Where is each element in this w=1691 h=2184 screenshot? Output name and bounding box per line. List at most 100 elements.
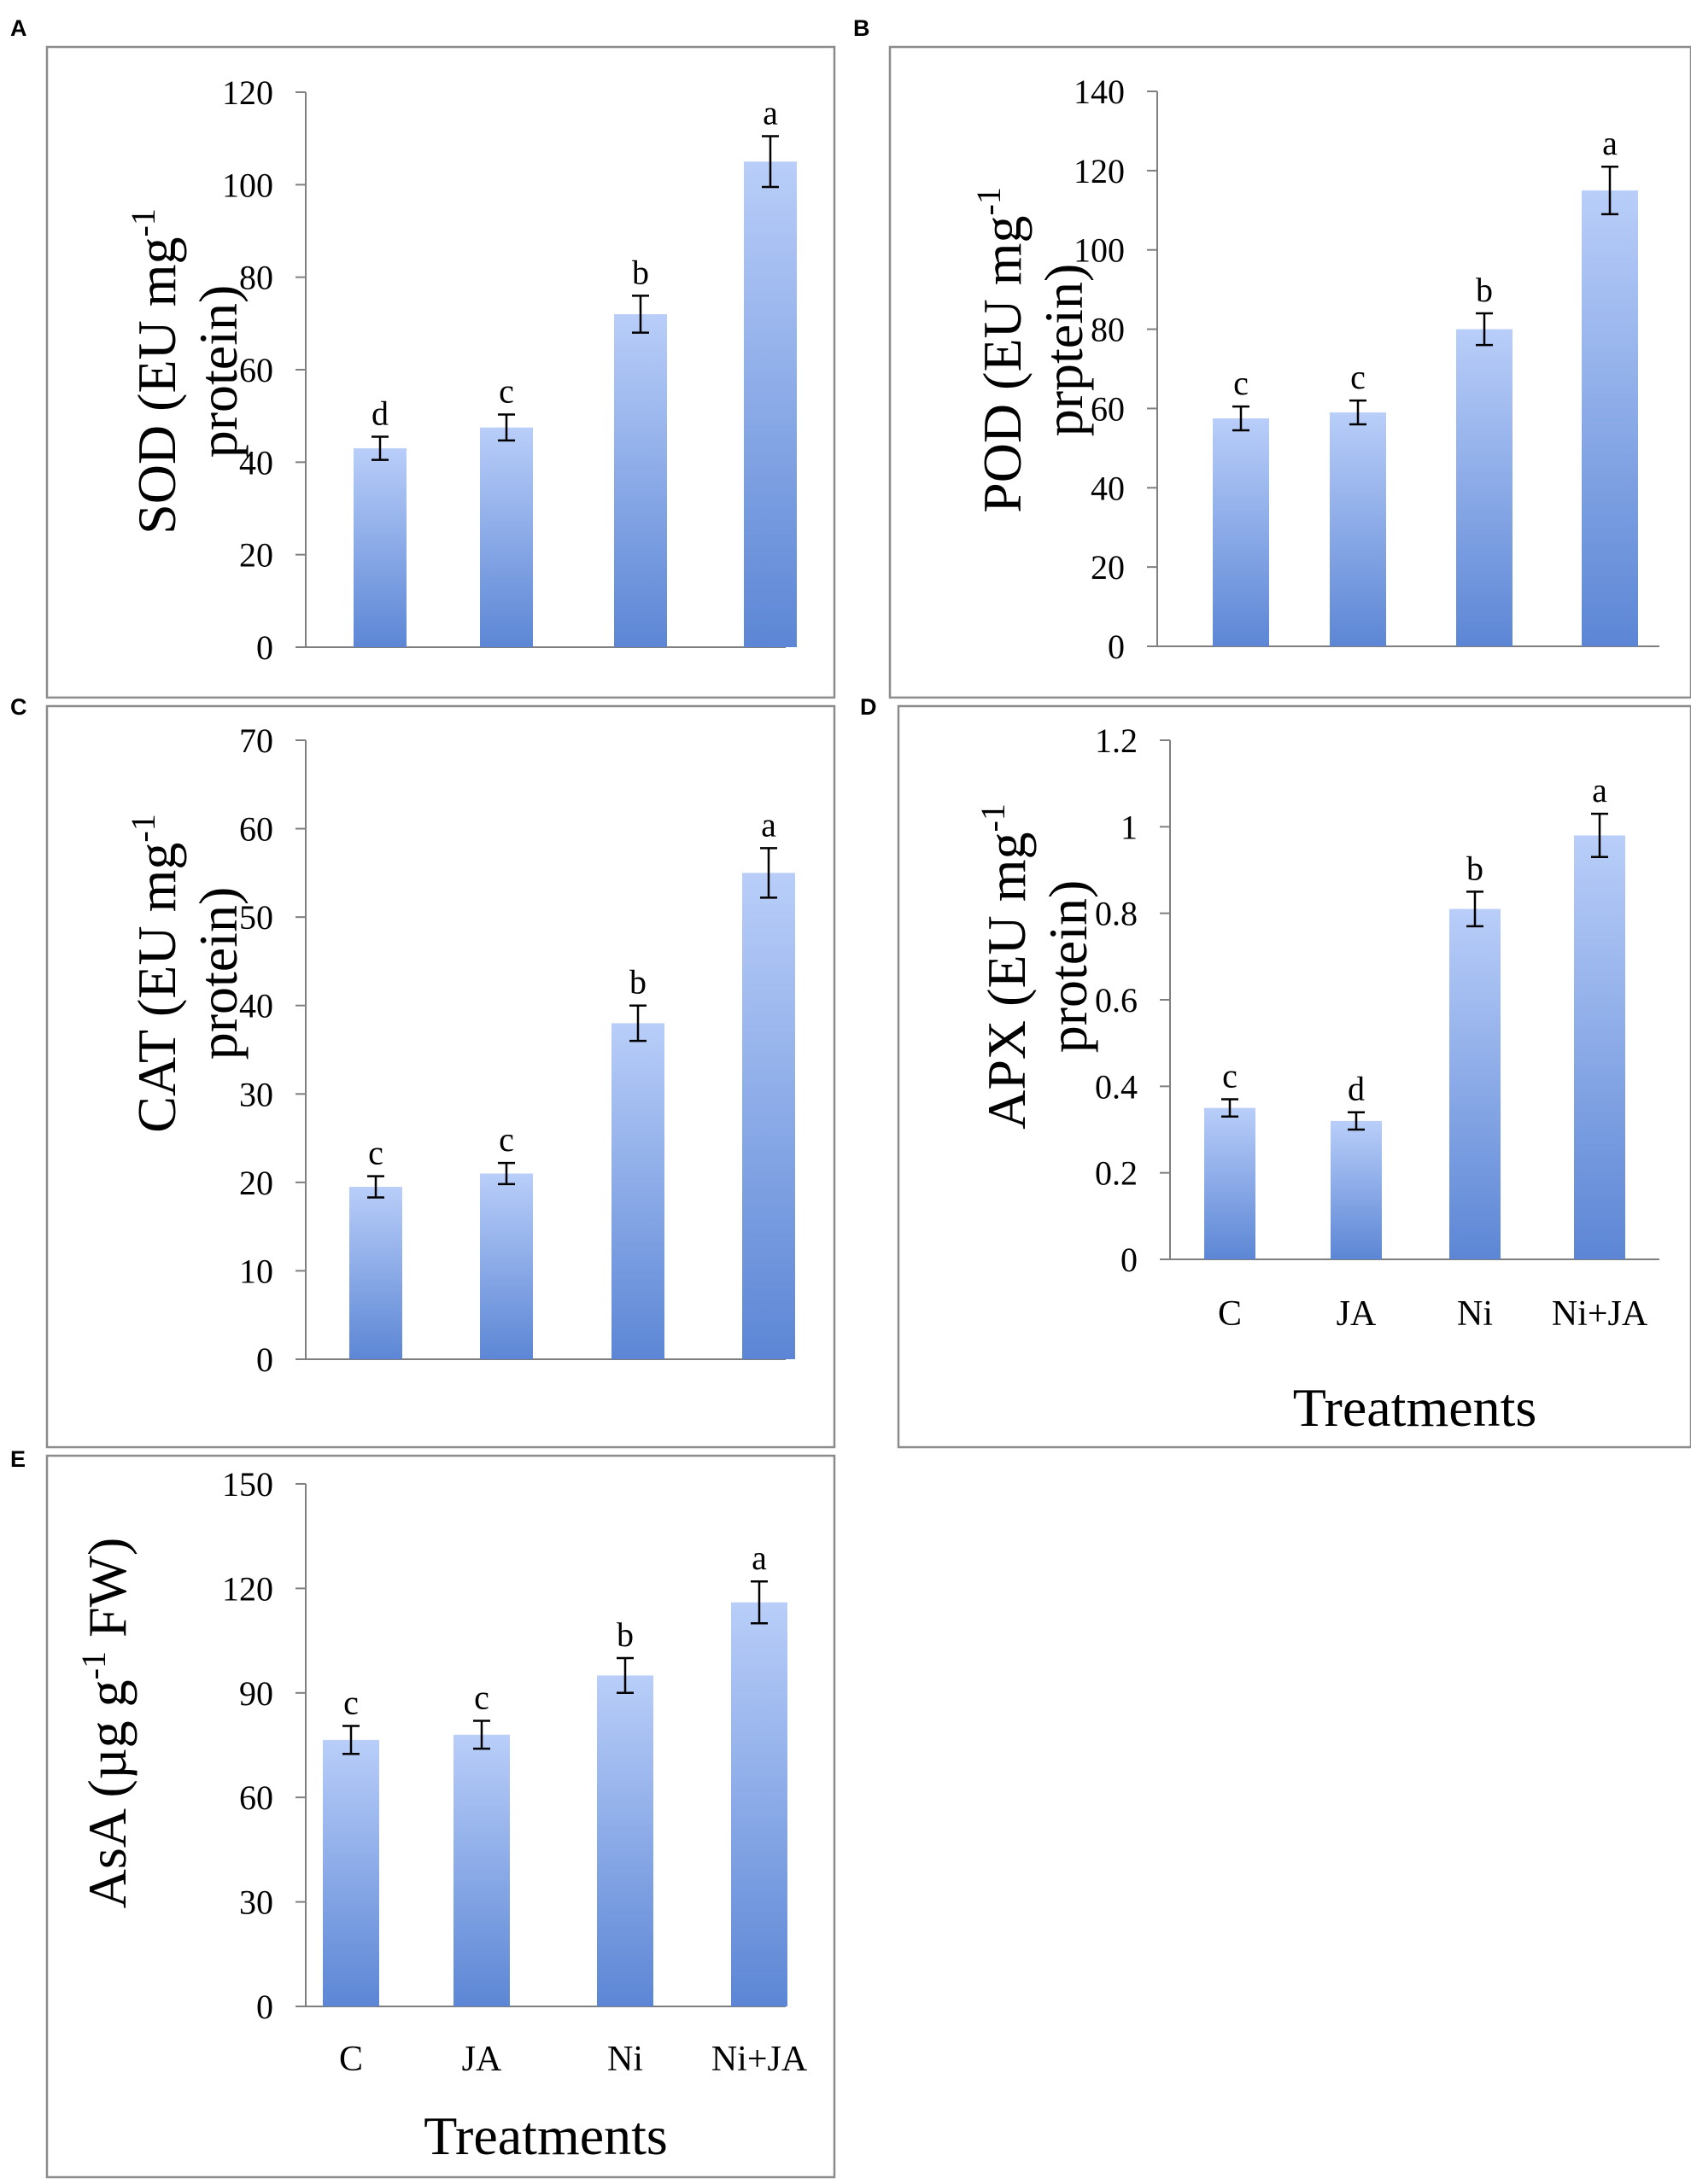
- panel-letter: E: [10, 1446, 26, 1472]
- x-tick-label: Ni: [1457, 1294, 1493, 1334]
- y-tick-label: 100: [222, 166, 273, 204]
- panel-b: B 0 20 40 60 80 100 120 140 POD (EU mg-1 prptein) c…: [853, 15, 1691, 699]
- bar-ni: [1456, 329, 1513, 646]
- significance-letter: b: [632, 253, 649, 291]
- panel-a: A 0 20 40 60 80 100 120 SOD (EU mg-1 protein) d c b a: [10, 15, 836, 699]
- y-tick-label: 140: [1074, 73, 1125, 111]
- bar-ni-ja: [1574, 835, 1625, 1259]
- x-axis-title: Treatments: [424, 2105, 668, 2166]
- significance-letter: c: [474, 1678, 489, 1716]
- significance-letter: c: [1222, 1057, 1238, 1095]
- significance-letter: c: [368, 1134, 383, 1172]
- y-axis-title-superscript: -1: [969, 187, 1008, 215]
- y-axis-title-line1: CAT (EU mg: [126, 843, 187, 1133]
- panel-frame: [45, 1454, 836, 2179]
- y-axis-title-line1: APX (EU mg: [976, 832, 1037, 1129]
- bar-ni-ja: [744, 161, 797, 647]
- bar-ni-ja: [1582, 190, 1638, 647]
- y-tick-label: 30: [239, 1075, 273, 1113]
- y-tick-label: 120: [222, 1569, 273, 1608]
- panel-d: D 0 0.2 0.4 0.6 0.8 1 1.2 APX (EU mg-1 protein) c C…: [860, 694, 1691, 1449]
- y-tick-label: 0.2: [1095, 1154, 1138, 1193]
- y-tick-label: 70: [239, 721, 273, 760]
- bar-ni: [614, 314, 667, 647]
- y-tick-label: 80: [1091, 311, 1125, 349]
- significance-letter: a: [761, 805, 776, 844]
- panel-letter: D: [860, 694, 877, 720]
- significance-letter: a: [763, 93, 778, 131]
- bar-ni-ja: [742, 873, 795, 1359]
- panel-letter: C: [10, 694, 27, 720]
- y-axis-title-line1: AsA (µg g: [77, 1679, 138, 1908]
- y-tick-label: 0: [256, 1988, 273, 2026]
- y-axis-title: CAT (EU mg-1 protein): [124, 814, 249, 1132]
- significance-letter: b: [1476, 271, 1493, 309]
- significance-letter: b: [1466, 849, 1483, 887]
- y-tick-label: 40: [239, 987, 273, 1025]
- significance-letter: a: [752, 1539, 767, 1577]
- y-tick-label: 1.2: [1095, 721, 1138, 760]
- y-tick-label: 10: [239, 1252, 273, 1290]
- bar-c: [1213, 418, 1269, 646]
- y-tick-label: 60: [1091, 389, 1125, 428]
- significance-letter: c: [499, 372, 514, 411]
- y-tick-label: 90: [239, 1674, 273, 1713]
- y-axis-title: SOD (EU mg-1 protein): [124, 208, 249, 534]
- significance-letter: c: [499, 1120, 514, 1159]
- y-tick-label: 0: [1108, 628, 1125, 666]
- bar-ni: [1449, 908, 1501, 1259]
- bar-c: [1204, 1107, 1255, 1259]
- bar-c: [354, 448, 407, 647]
- y-axis-title-line2: protein): [188, 285, 249, 458]
- significance-letter: a: [1602, 124, 1618, 162]
- bar-ja: [1330, 412, 1386, 646]
- y-tick-label: 120: [1074, 152, 1125, 190]
- y-tick-label: 120: [222, 73, 273, 112]
- y-axis-title-line2: protein): [188, 887, 249, 1060]
- panel-frame: [897, 704, 1691, 1449]
- y-axis-title-superscript: -1: [974, 803, 1012, 832]
- bar-ni-ja: [731, 1602, 787, 2006]
- bar-ja: [1331, 1120, 1382, 1259]
- panel-letter: A: [10, 15, 27, 41]
- y-axis-title-superscript: -1: [124, 814, 162, 842]
- bar-ja: [480, 1173, 533, 1359]
- x-tick-label: Ni+JA: [1552, 1294, 1648, 1334]
- y-tick-label: 60: [239, 351, 273, 389]
- y-tick-label: 40: [239, 443, 273, 482]
- y-tick-label: 40: [1091, 469, 1125, 507]
- y-tick-label: 100: [1074, 231, 1125, 270]
- significance-letter: a: [1592, 771, 1607, 809]
- panel-frame: [888, 45, 1691, 699]
- bar-ni: [611, 1023, 664, 1359]
- significance-letter: b: [617, 1615, 634, 1654]
- y-tick-label: 60: [239, 1778, 273, 1817]
- y-tick-label: 0: [1121, 1241, 1138, 1279]
- x-tick-label: C: [339, 2040, 363, 2079]
- y-tick-label: 30: [239, 1883, 273, 1922]
- y-tick-label: 50: [239, 898, 273, 937]
- x-tick-label: Ni+JA: [711, 2040, 808, 2079]
- y-tick-label: 0.4: [1095, 1067, 1138, 1106]
- x-axis-title: Treatments: [1293, 1377, 1537, 1438]
- panel-c: C 0 10 20 30 40 50 60 70 CAT (EU mg-1 protein) c c b a: [10, 694, 836, 1449]
- x-tick-label: C: [1218, 1294, 1242, 1334]
- panel-frame: [45, 704, 836, 1449]
- y-axis-title-superscript: -1: [124, 208, 162, 237]
- y-axis-title-line2: protein): [1038, 880, 1098, 1054]
- panel-letter: B: [853, 15, 870, 41]
- y-tick-label: 60: [239, 810, 273, 849]
- y-axis-title: APX (EU mg-1 protein): [974, 803, 1098, 1130]
- y-axis-title-line1: SOD (EU mg: [126, 237, 187, 534]
- y-axis-title: POD (EU mg-1 prptein): [969, 187, 1094, 513]
- significance-letter: d: [372, 394, 389, 433]
- bar-c: [349, 1187, 402, 1359]
- y-tick-label: 20: [1091, 548, 1125, 587]
- bar-c: [323, 1739, 379, 2006]
- y-axis-title-line2: FW): [77, 1538, 138, 1651]
- x-tick-label: JA: [462, 2040, 502, 2079]
- y-axis-title: AsA (µg g-1 FW): [74, 1538, 138, 1909]
- y-tick-label: 0: [256, 1340, 273, 1379]
- bar-ni: [597, 1675, 653, 2006]
